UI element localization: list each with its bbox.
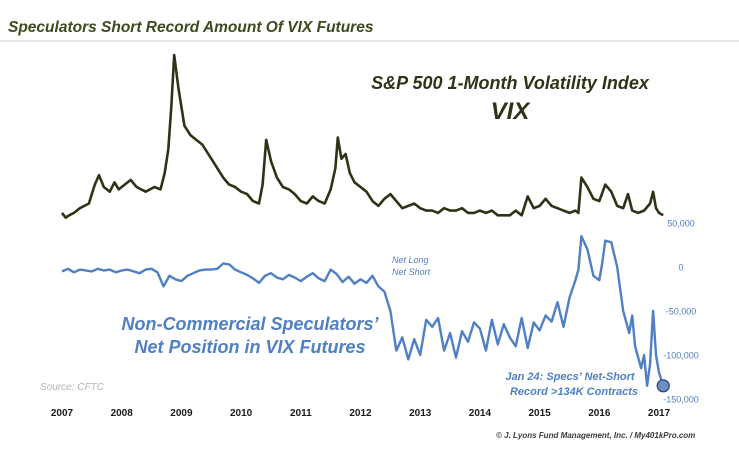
right-axis-tick-label: -50,000 [666, 307, 697, 317]
x-tick-label: 2007 [51, 408, 74, 419]
x-tick-label: 2014 [469, 408, 492, 419]
x-tick-label: 2015 [528, 408, 551, 419]
x-tick-label: 2016 [588, 408, 611, 419]
x-tick-label: 2008 [111, 408, 134, 419]
x-tick-label: 2013 [409, 408, 432, 419]
vix-title-line1: S&P 500 1-Month Volatility Index [371, 73, 650, 93]
annotation-line2: Record >134K Contracts [510, 386, 638, 398]
right-axis-tick-label: 50,000 [667, 219, 695, 229]
net-position-line [61, 235, 665, 387]
x-tick-label: 2010 [230, 408, 253, 419]
x-axis-ticks: 2007 2008 2009 2010 2011 2012 2013 2014 2015 2016… [51, 408, 671, 419]
x-tick-label: 2011 [290, 408, 312, 419]
positions-title-line1: Non-Commercial Speculators’ [121, 314, 379, 334]
x-tick-label: 2012 [349, 408, 372, 419]
chart-title: Speculators Short Record Amount Of VIX F… [8, 19, 374, 36]
right-axis-ticks: 50,000 0 -50,000 -100,000 -150,000 [663, 219, 699, 405]
source-label: Source: CFTC [40, 382, 105, 393]
annotation-line1: Jan 24: Specs’ Net-Short [505, 371, 636, 383]
record-point-marker [656, 379, 670, 393]
right-axis-tick-label: -100,000 [663, 351, 699, 361]
positions-series [61, 235, 670, 393]
x-tick-label: 2009 [170, 408, 193, 419]
right-axis-tick-label: 0 [678, 263, 683, 273]
positions-title-line2: Net Position in VIX Futures [134, 337, 365, 357]
right-axis-tick-label: -150,000 [663, 395, 699, 405]
vix-series [60, 53, 664, 219]
vix-line [60, 53, 664, 219]
x-tick-label: 2017 [648, 408, 671, 419]
copyright-label: © J. Lyons Fund Management, Inc. / My401… [496, 431, 695, 440]
net-long-label: Net Long [392, 255, 429, 265]
net-short-label: Net Short [392, 267, 431, 277]
vix-title-line2: VIX [491, 98, 532, 125]
